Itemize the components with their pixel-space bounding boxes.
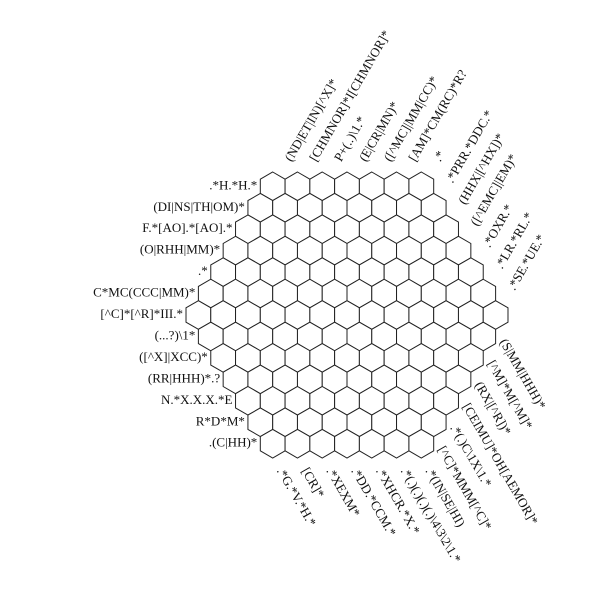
left-clue-8: ([^X]|XCC)* [139,349,208,364]
left-clue-12: .(C|HH)* [209,435,257,450]
left-clues: .*H.*H.* (DI|NS|TH|OM)* F.*[AO].*[AO].* (O|… [93,177,257,449]
left-clue-3: (O|RHH|MM)* [140,242,220,257]
hex-cell[interactable] [408,428,435,459]
left-clue-6: [^C]*[^R]*III.* [100,306,183,321]
left-clue-2: F.*[AO].*[AO].* [142,220,232,235]
top-clue-6: .* [430,148,448,164]
left-clue-4: .* [198,263,208,278]
left-clue-5: C*MC(CCC|MM)* [93,285,195,300]
left-clue-7: (...?)\1* [155,327,196,342]
left-clue-0: .*H.*H.* [209,177,257,192]
left-clue-11: R*D*M* [196,413,245,428]
left-clue-1: (DI|NS|TH|OM)* [153,199,245,214]
left-clue-9: (RR|HHH)*.? [148,370,221,385]
left-clue-10: N.*X.X.X.*E [161,392,233,407]
hex-grid [185,171,509,459]
